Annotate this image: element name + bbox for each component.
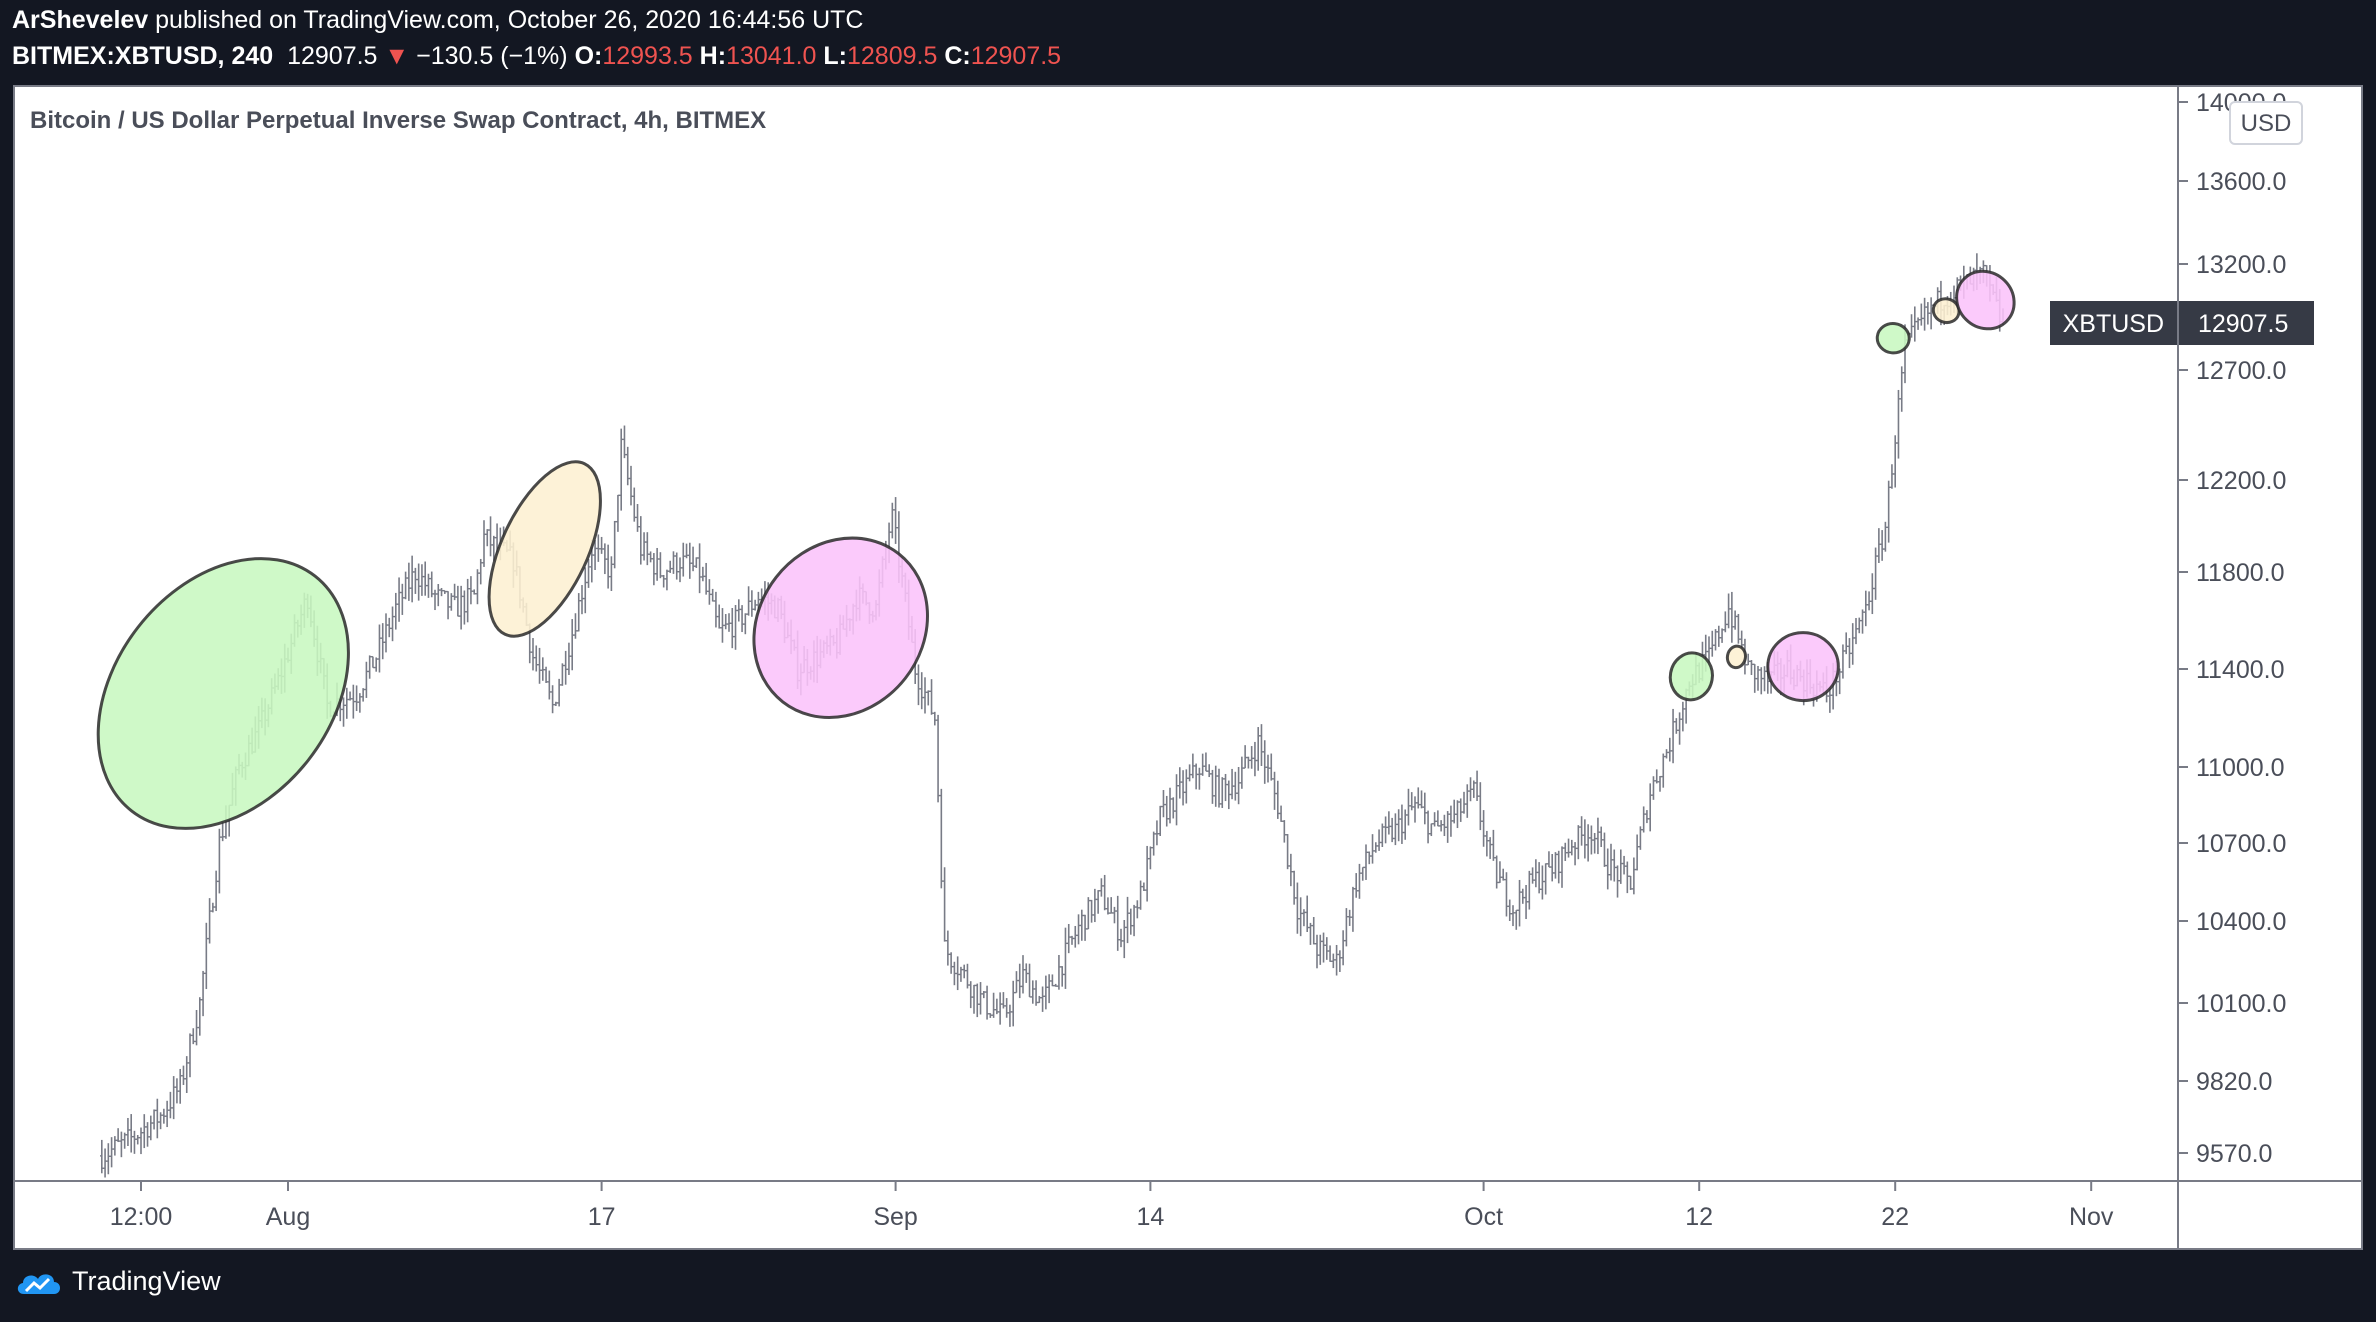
y-tick-label: 12200.0 [2196,467,2286,495]
published-text: published on TradingView.com, October 26… [155,6,864,34]
x-tick-label: Oct [1464,1203,1503,1231]
x-tick-label: Nov [2069,1203,2114,1231]
annotation-ellipse-cream[interactable] [1725,644,1747,670]
tradingview-logo[interactable]: TradingView [14,1266,221,1297]
y-tick-label: 11000.0 [2196,754,2285,782]
annotation-ellipse-pink[interactable] [1945,259,2026,340]
price-change: −130.5 (−1%) [416,42,568,70]
x-tick-label: 14 [1136,1203,1164,1231]
y-tick-label: 9820.0 [2196,1068,2272,1096]
y-tick-label: 9570.0 [2196,1140,2272,1168]
low-label: L: [823,42,847,70]
x-tick-label: 22 [1881,1203,1909,1231]
time-axis[interactable]: 12:00 Aug 17 Sep 14 Oct 12 22 Nov [110,1181,2114,1231]
annotation-ellipse-cream[interactable] [1930,295,1962,325]
ohlc-line: BITMEX:XBTUSD, 240 12907.5 ▼ −130.5 (−1%… [12,42,1061,71]
annotation-ellipse-pink[interactable] [1766,631,1840,703]
y-tick-label: 11400.0 [2196,656,2285,684]
y-tick-label: 11800.0 [2196,559,2285,587]
close-label: C: [944,42,971,70]
author-name[interactable]: ArShevelev [12,6,149,34]
y-tick-label: 10700.0 [2196,830,2286,858]
y-tick-label: 13600.0 [2196,168,2286,196]
open-value: 12993.5 [602,42,693,70]
annotation-ellipse-green[interactable] [47,510,401,878]
x-tick-label: Sep [873,1203,917,1231]
y-tick-label: 12700.0 [2196,357,2286,385]
chart-title: Bitcoin / US Dollar Perpetual Inverse Sw… [30,107,766,134]
chart-border [13,85,2363,1250]
x-tick-label: 12 [1685,1203,1713,1231]
currency-label: USD [2241,110,2292,137]
cloud-logo-icon [17,1273,61,1294]
low-value: 12809.5 [847,42,938,70]
close-value: 12907.5 [970,42,1062,70]
y-tick-label: 13200.0 [2196,251,2286,279]
symbol-label: BITMEX:XBTUSD, 240 [12,42,274,70]
brand-name: TradingView [72,1266,221,1296]
publish-line: ArShevelev published on TradingView.com,… [12,6,863,35]
annotation-ellipse-green[interactable] [1875,321,1911,355]
price-tag-symbol: XBTUSD [2063,310,2164,338]
high-value: 13041.0 [726,42,817,70]
currency-button[interactable] [2229,101,2303,145]
price-tag-value: 12907.5 [2198,310,2288,338]
x-tick-label: Aug [266,1203,310,1231]
x-tick-label: 17 [588,1203,616,1231]
down-arrow-icon: ▼ [384,42,410,70]
annotation-ellipse-green[interactable] [1667,650,1717,704]
annotation-ellipse-pink[interactable] [718,503,963,752]
annotation-ellipses [47,259,2026,878]
high-label: H: [699,42,727,70]
last-price: 12907.5 [287,42,378,70]
annotation-ellipse-cream[interactable] [466,446,623,653]
y-tick-label: 10400.0 [2196,908,2286,936]
open-label: O: [574,42,603,70]
price-axis[interactable]: 9570.0 9820.0 10100.0 10400.0 10700.0 11000.0… [2178,89,2286,1168]
x-tick-label: 12:00 [110,1203,173,1231]
price-tag [2050,301,2314,345]
y-tick-label: 10100.0 [2196,990,2286,1018]
